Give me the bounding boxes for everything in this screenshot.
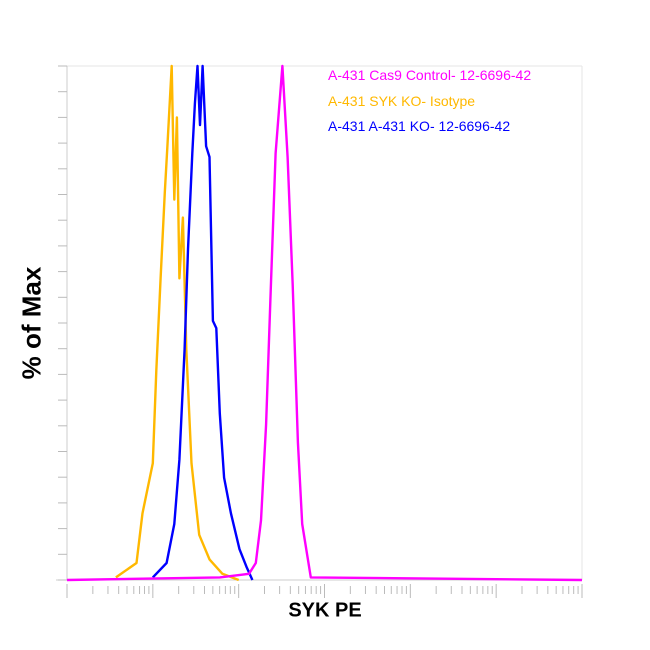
series-line-1 — [115, 64, 240, 582]
y-axis-label: % of Max — [16, 266, 47, 380]
x-axis-label: SYK PE — [288, 599, 362, 622]
series-line-0 — [66, 64, 583, 582]
legend-entry-syk-ko-isotype: A-431 SYK KO- Isotype — [328, 93, 476, 109]
legend-entry-cas9-control: A-431 Cas9 Control- 12-6696-42 — [328, 67, 532, 83]
series-line-2 — [151, 64, 254, 581]
legend-entry-a431-ko: A-431 A-431 KO- 12-6696-42 — [328, 118, 511, 134]
